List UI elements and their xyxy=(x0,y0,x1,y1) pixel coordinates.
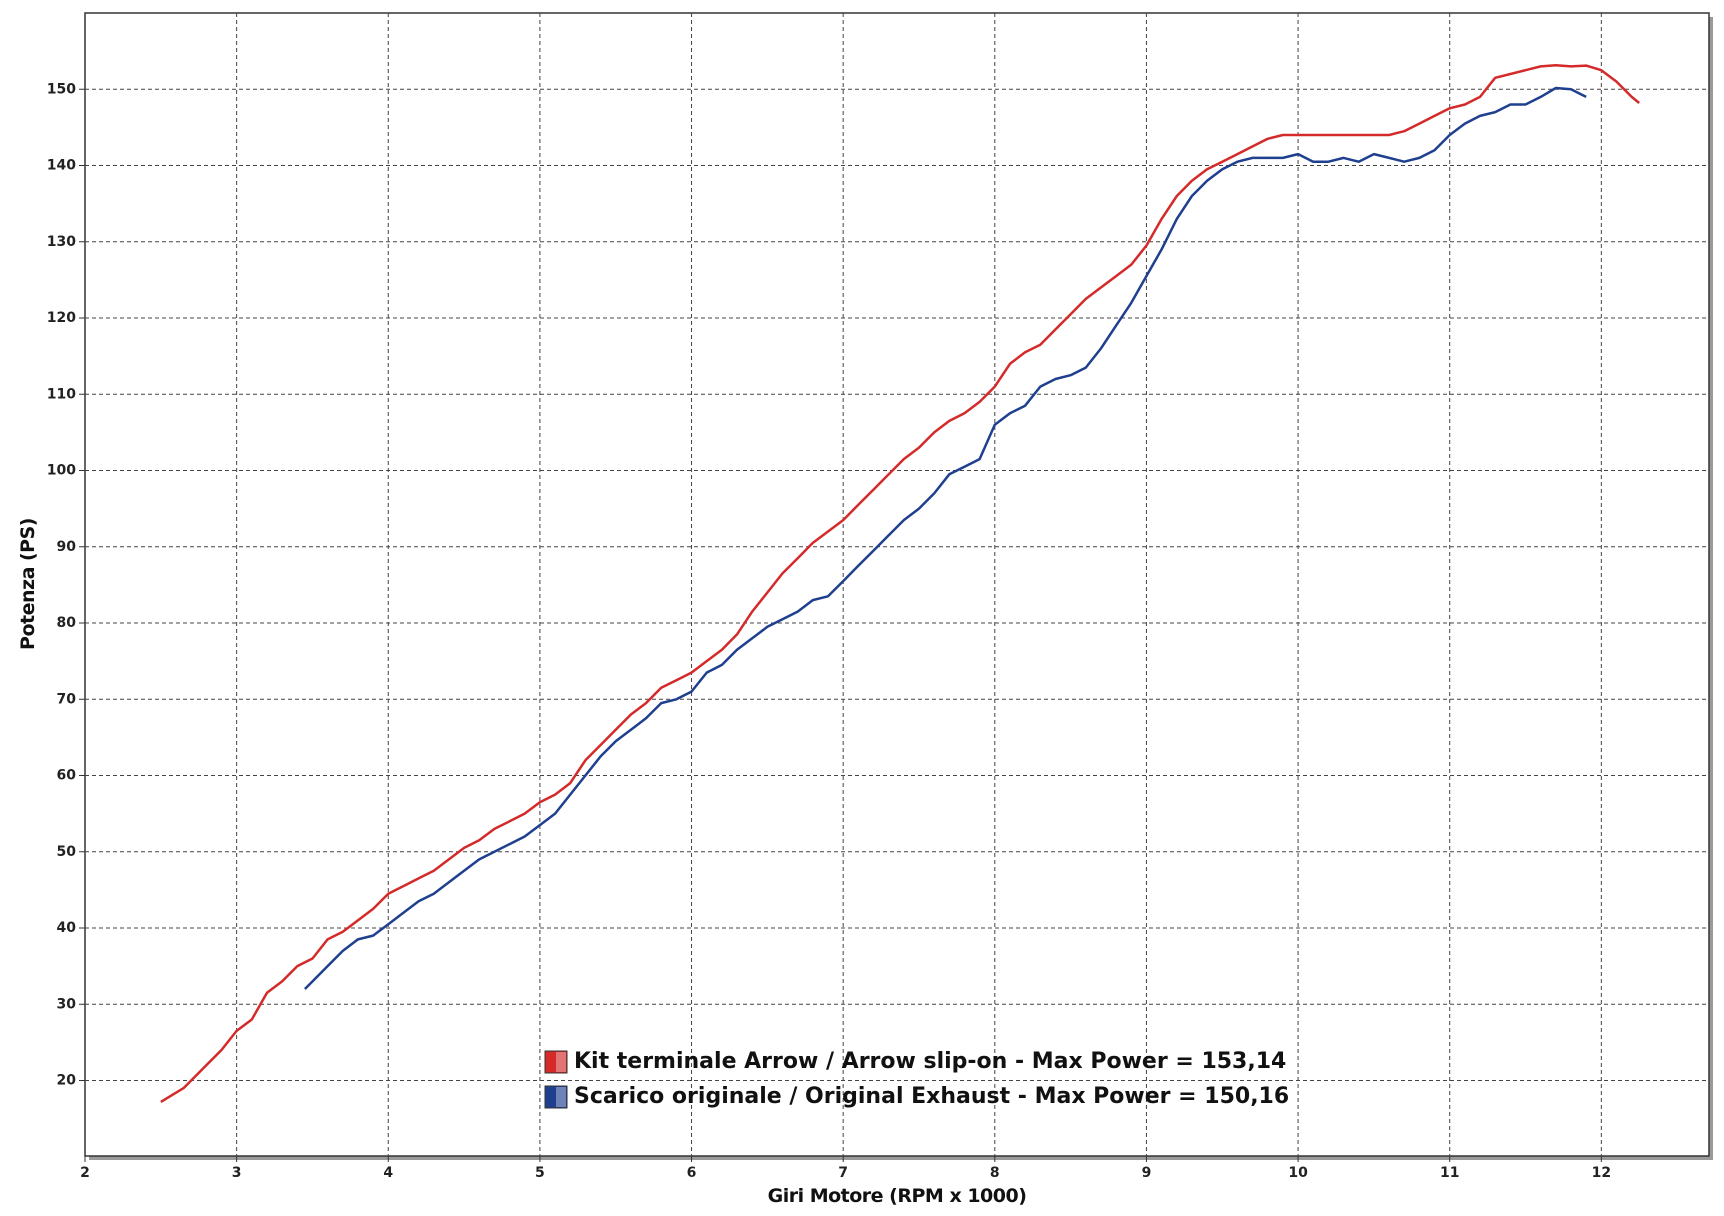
x-axis-label: Giri Motore (RPM x 1000) xyxy=(768,1185,1027,1207)
y-tick-label: 40 xyxy=(57,920,77,936)
x-tick-label: 9 xyxy=(1142,1165,1152,1181)
x-tick-label: 7 xyxy=(838,1165,848,1181)
y-tick-label: 100 xyxy=(47,463,76,479)
x-tick-label: 5 xyxy=(535,1165,545,1181)
y-tick-label: 130 xyxy=(47,234,76,250)
legend-swatch xyxy=(544,1085,568,1109)
x-tick-label: 4 xyxy=(383,1165,393,1181)
data-line xyxy=(304,86,1587,990)
y-tick-label: 80 xyxy=(57,615,77,631)
x-tick-label: 12 xyxy=(1592,1165,1611,1181)
legend-swatch-highlight xyxy=(556,1087,566,1107)
y-tick-label: 60 xyxy=(57,768,77,784)
x-tick-label: 2 xyxy=(80,1165,90,1181)
y-tick-label: 120 xyxy=(47,310,76,326)
y-tick-label: 30 xyxy=(57,996,77,1012)
x-tick-label: 3 xyxy=(232,1165,242,1181)
y-tick-label: 140 xyxy=(47,158,76,174)
x-tick-label: 10 xyxy=(1288,1165,1308,1181)
x-tick-label: 6 xyxy=(687,1165,697,1181)
y-tick-label: 150 xyxy=(47,81,76,97)
plot-area xyxy=(84,12,1710,1157)
y-axis-label: Potenza (PS) xyxy=(17,518,39,650)
legend-label: Scarico originale / Original Exhaust - M… xyxy=(574,1084,1289,1109)
y-tick-label: 70 xyxy=(57,691,77,707)
legend-swatch xyxy=(544,1050,568,1074)
x-tick-label: 11 xyxy=(1440,1165,1459,1181)
y-tick-label: 20 xyxy=(57,1073,77,1089)
y-tick-label: 90 xyxy=(57,539,77,555)
legend-swatch-highlight xyxy=(556,1052,566,1072)
x-tick-label: 8 xyxy=(990,1165,1000,1181)
data-line xyxy=(160,64,1640,1103)
y-tick-label: 50 xyxy=(57,844,77,860)
legend-label: Kit terminale Arrow / Arrow slip-on - Ma… xyxy=(574,1049,1286,1074)
y-tick-label: 110 xyxy=(47,386,76,402)
